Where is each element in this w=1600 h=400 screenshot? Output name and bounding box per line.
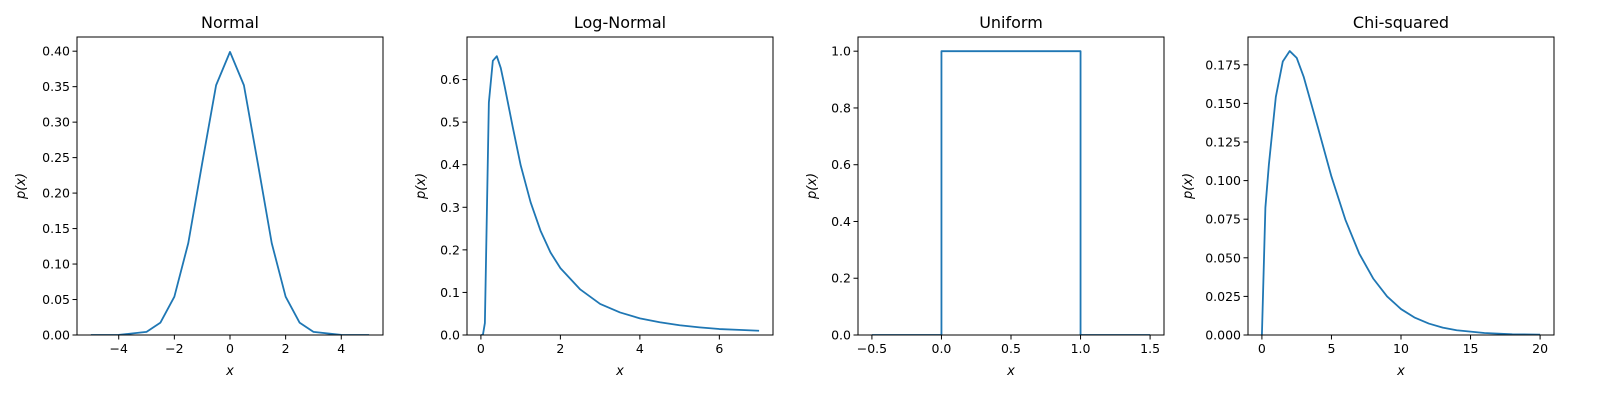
subplot-4: Chi-squared 0 5 10 15 20 0.000 0.025 0.050 0.075 0… bbox=[1181, 13, 1555, 379]
x-tick-label: 10 bbox=[1393, 341, 1409, 356]
x-tick-label: −2 bbox=[165, 341, 183, 356]
y-tick-label: 0.15 bbox=[42, 221, 70, 236]
y-tick-label: 0.35 bbox=[42, 79, 70, 94]
y-tick-label: 0.2 bbox=[831, 271, 851, 286]
series-line-1 bbox=[90, 51, 370, 335]
y-tick-label: 0.4 bbox=[831, 214, 851, 229]
x-tick-label: 0.5 bbox=[1001, 341, 1021, 356]
x-tick-label: 2 bbox=[282, 341, 290, 356]
x-tick-label: 4 bbox=[337, 341, 345, 356]
y-tick-label: 0.05 bbox=[42, 292, 70, 307]
y-axis-label: p(x) bbox=[1181, 173, 1196, 200]
y-tick-label: 0.0 bbox=[440, 328, 460, 343]
x-tick-label: −0.5 bbox=[857, 341, 887, 356]
y-tick-label: 0.3 bbox=[440, 200, 460, 215]
x-tick-label: 2 bbox=[556, 341, 564, 356]
y-tick-label: 0.00 bbox=[42, 328, 70, 343]
x-tick-label: 0.0 bbox=[932, 341, 952, 356]
axes-frame bbox=[76, 36, 384, 336]
y-tick-label: 0.000 bbox=[1205, 328, 1241, 343]
x-tick-label: 0 bbox=[477, 341, 485, 356]
chart-title: Log-Normal bbox=[574, 13, 666, 32]
series-line-1 bbox=[871, 50, 1151, 335]
x-axis-label: x bbox=[1006, 364, 1015, 379]
axes-frame bbox=[466, 36, 774, 336]
axes-frame bbox=[857, 36, 1165, 336]
y-tick-label: 0.050 bbox=[1205, 250, 1241, 265]
chart-title: Chi-squared bbox=[1353, 13, 1449, 32]
y-tick-label: 0.2 bbox=[440, 242, 460, 257]
x-tick-label: 4 bbox=[636, 341, 644, 356]
y-tick-label: 0.025 bbox=[1205, 289, 1241, 304]
y-tick-label: 0.10 bbox=[42, 257, 70, 272]
y-tick-label: 0.5 bbox=[440, 115, 460, 130]
y-tick-label: 0.8 bbox=[831, 100, 851, 115]
x-tick-label: −4 bbox=[110, 341, 128, 356]
x-tick-label: 5 bbox=[1327, 341, 1335, 356]
y-axis-label: p(x) bbox=[414, 173, 429, 200]
y-tick-label: 0.20 bbox=[42, 186, 70, 201]
y-axis-label: p(x) bbox=[805, 173, 820, 200]
chart-title: Uniform bbox=[979, 13, 1043, 32]
y-tick-label: 0.6 bbox=[831, 157, 851, 172]
x-axis-label: x bbox=[1396, 364, 1405, 379]
x-tick-label: 6 bbox=[715, 341, 723, 356]
y-axis-label: p(x) bbox=[14, 173, 29, 200]
chart-title: Normal bbox=[201, 13, 259, 32]
y-tick-label: 0.100 bbox=[1205, 173, 1241, 188]
y-tick-label: 0.30 bbox=[42, 115, 70, 130]
y-tick-label: 0.150 bbox=[1205, 96, 1241, 111]
y-tick-label: 0.0 bbox=[831, 328, 851, 343]
subplot-1: Normal −4 −2 0 2 4 0.00 0.05 0.10 0.15 0.20 0.25 0.3… bbox=[14, 13, 384, 379]
x-axis-label: x bbox=[615, 364, 624, 379]
x-tick-label: 0 bbox=[226, 341, 234, 356]
y-tick-label: 0.075 bbox=[1205, 212, 1241, 227]
x-tick-label: 15 bbox=[1463, 341, 1479, 356]
x-tick-label: 1.5 bbox=[1140, 341, 1160, 356]
y-tick-label: 0.25 bbox=[42, 150, 70, 165]
axes-frame bbox=[1247, 36, 1555, 336]
x-tick-label: 1.0 bbox=[1071, 341, 1091, 356]
series-line-1 bbox=[480, 55, 760, 335]
x-tick-label: 0 bbox=[1258, 341, 1266, 356]
series-line-1 bbox=[1261, 50, 1541, 335]
subplot-3: Uniform −0.5 0.0 0.5 1.0 1.5 0.0 0.2 0.4 0.6 0.8 1.… bbox=[805, 13, 1165, 379]
y-tick-label: 1.0 bbox=[831, 44, 851, 59]
y-tick-label: 0.125 bbox=[1205, 134, 1241, 149]
x-axis-label: x bbox=[225, 364, 234, 379]
y-tick-label: 0.40 bbox=[42, 44, 70, 59]
subplot-2: Log-Normal 0 2 4 6 0.0 0.1 0.2 0.3 0.4 0.5 0.6 x p(x) bbox=[414, 13, 774, 379]
y-tick-label: 0.175 bbox=[1205, 57, 1241, 72]
y-tick-label: 0.4 bbox=[440, 157, 460, 172]
y-tick-label: 0.1 bbox=[440, 285, 460, 300]
y-tick-label: 0.6 bbox=[440, 72, 460, 87]
x-tick-label: 20 bbox=[1532, 341, 1548, 356]
